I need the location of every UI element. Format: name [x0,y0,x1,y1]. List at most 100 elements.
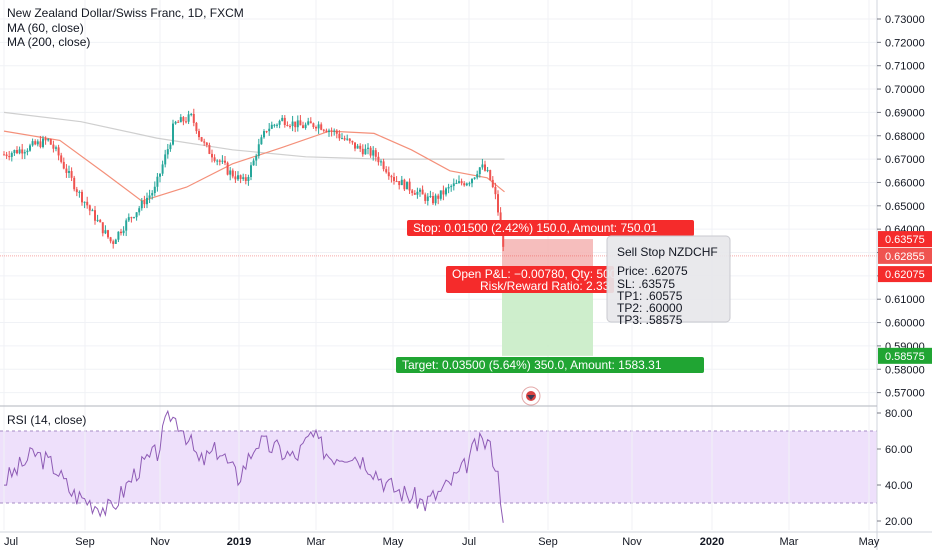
candle-body [138,208,141,213]
candle-body [179,117,182,123]
order-tp3: TP3: .58575 [617,313,683,327]
candle-body [125,220,128,231]
candle-body [65,168,68,173]
candle-body [120,231,122,234]
candle-body [70,171,73,178]
candle-body [491,179,494,188]
candle-body [42,138,44,147]
event-marker-icon[interactable] [521,386,541,406]
candle-body [320,124,323,130]
candle-body [486,170,489,172]
ma200-legend[interactable]: MA (200, close) [7,35,90,49]
price-tick-label: 0.71000 [885,61,925,73]
candle-body [302,125,304,129]
candle-body [57,147,60,156]
candle-body [452,183,455,187]
candle-body [497,194,499,213]
rsi-line [4,409,504,523]
candle-body [257,144,260,156]
candle-body [151,193,154,196]
price-tick-label: 0.58000 [885,364,925,376]
candle-body [205,142,208,145]
candle-body [270,124,273,129]
candle-body [387,172,390,177]
order-tp2: TP2: .60000 [617,301,683,315]
candle-body [81,191,83,203]
candle-body [218,160,221,162]
candle-body [304,124,307,129]
rsi-legend[interactable]: RSI (14, close) [7,413,86,427]
candle-body [406,181,408,190]
candle-body [156,176,159,187]
candle-body [224,160,226,163]
candle-body [190,113,193,115]
time-tick-label: 2020 [700,536,724,548]
order-title: Sell Stop NZDCHF [617,245,718,259]
candle-body [369,147,372,156]
candle-body [325,130,328,133]
candle-body [419,189,421,192]
candle-body [382,161,385,170]
candle-body [341,138,343,140]
candle-body [278,120,281,125]
candle-body [164,154,167,165]
candle-body [299,120,302,126]
price-tick-label: 0.65000 [885,201,925,213]
candle-body [372,150,375,156]
time-tick-label: Sep [538,536,558,548]
candle-body [109,237,112,242]
candle-body [198,131,200,138]
candle-body [49,138,52,145]
candle-body [172,123,174,145]
candle-body [424,194,427,201]
candle-body [213,157,216,161]
candle-body [351,140,354,143]
time-tick-label: May [383,536,404,548]
candle-body [73,177,76,190]
price-tick-label: 0.66000 [885,177,925,189]
candle-body [60,155,63,162]
candle-body [385,169,388,173]
candle-body [148,195,151,198]
candle-body [146,197,148,205]
candle-body [247,177,250,182]
candle-body [335,130,338,134]
candle-body [426,196,429,201]
candle-body [187,114,190,122]
price-tick-label: 0.69000 [885,107,925,119]
candle-body [322,129,325,131]
candle-body [122,230,125,234]
candle-body [182,117,185,122]
candle-body [83,201,86,203]
stop-label: Stop: 0.01500 (2.42%) 150.0, Amount: 750… [413,221,658,235]
candle-body [101,222,104,234]
candle-body [429,196,432,198]
candle-body [244,177,247,182]
stop-label-bg [407,220,694,236]
ma60-legend[interactable]: MA (60, close) [7,21,84,35]
candle-body [450,186,453,188]
price-tick-label: 0.57000 [885,388,925,400]
candle-body [99,219,102,223]
candle-body [374,150,377,157]
order-sl: SL: .63575 [617,277,675,291]
candle-body [476,174,479,178]
candle-body [434,195,437,204]
candle-body [481,164,484,168]
candle-body [273,124,276,126]
rsi-tick-label: 80.00 [885,408,913,420]
candle-body [400,179,403,186]
candle-body [216,160,219,162]
candle-body [192,113,195,123]
candle-body [361,148,364,155]
candle-body [3,154,5,156]
price-tag-label: 0.58575 [885,351,925,363]
candle-body [47,138,50,141]
time-tick-label: Sep [75,536,95,548]
order-info-box[interactable] [606,235,731,323]
price-tick-label: 0.60000 [885,318,925,330]
price-tick-label: 0.70000 [885,84,925,96]
candle-body [458,181,460,184]
candle-body [309,121,312,124]
